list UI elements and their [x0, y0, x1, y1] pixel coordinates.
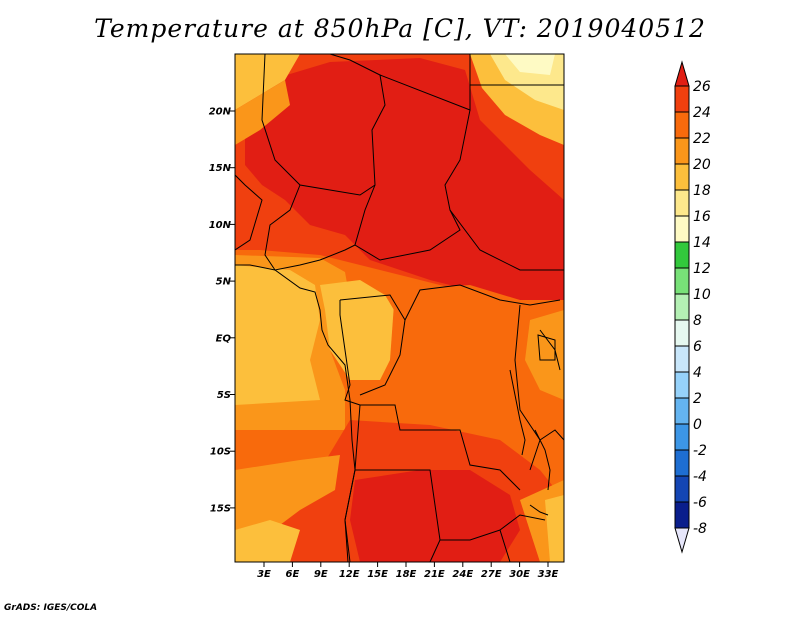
colorbar-label: 12	[693, 261, 711, 277]
lon-label: 33E	[538, 569, 559, 580]
field-26-north	[245, 58, 564, 300]
colorbar-swatch	[674, 371, 690, 399]
field-14-ne	[505, 54, 555, 75]
colorbar-label: 6	[693, 339, 702, 355]
colorbar-label: -2	[693, 443, 707, 459]
colorbar-label: 14	[693, 235, 711, 251]
lat-label: 15N	[209, 163, 232, 174]
lon-label: 21E	[424, 569, 445, 580]
country-borders	[235, 54, 564, 562]
colorbar-swatches	[674, 60, 690, 554]
colorbar-label: 0	[693, 417, 702, 433]
lon-label: 24E	[452, 569, 473, 580]
colorbar-label: 16	[693, 209, 711, 225]
colorbar-swatch	[674, 423, 690, 451]
lon-label: 18E	[396, 569, 417, 580]
colorbar-swatch	[674, 475, 690, 503]
coastline	[235, 264, 356, 562]
colorbar-label: 22	[693, 131, 711, 147]
field-18-gulf	[235, 265, 320, 405]
colorbar-swatch	[674, 189, 690, 217]
latitude-axis: 20N 15N 10N 5N EQ 5S 10S 15S	[209, 107, 235, 514]
colorbar-label: 24	[693, 105, 711, 121]
lon-label: 6E	[286, 569, 300, 580]
colorbar-swatch	[674, 215, 690, 243]
colorbar-label: 18	[693, 183, 711, 199]
colorbar-swatch	[674, 397, 690, 425]
field-26-south	[350, 470, 520, 562]
colorbar-swatch	[674, 449, 690, 477]
colorbar-swatch	[674, 111, 690, 139]
lat-label: 15S	[210, 503, 231, 514]
lat-label: 10N	[209, 220, 232, 231]
field-22-central	[390, 285, 545, 430]
colorbar-label: -8	[693, 521, 707, 537]
colorbar-swatch	[674, 319, 690, 347]
longitude-axis: 3E 6E 9E 12E 15E 18E 21E 24E 27E 30E 33E	[257, 562, 559, 580]
lat-label: 5N	[216, 277, 232, 288]
colorbar-label: -4	[693, 469, 707, 485]
colorbar-label: 2	[693, 391, 702, 407]
colorbar-swatch	[674, 241, 690, 269]
colorbar-swatch	[674, 501, 690, 529]
grads-credit: GrADS: IGES/COLA	[4, 603, 98, 613]
lon-label: 15E	[367, 569, 388, 580]
field-20-east	[525, 310, 564, 400]
lakes	[509, 334, 556, 516]
lat-label: 5S	[217, 390, 231, 401]
colorbar-swatch	[674, 85, 690, 113]
colorbar-label: 20	[693, 157, 711, 173]
colorbar-swatch	[674, 267, 690, 295]
lon-label: 30E	[509, 569, 530, 580]
lon-label: 27E	[481, 569, 502, 580]
lat-label: EQ	[216, 333, 232, 344]
colorbar-bottom-arrow	[674, 527, 690, 554]
map-frame	[234, 53, 565, 563]
lat-label: 10S	[210, 447, 231, 458]
colorbar-label: 4	[693, 365, 702, 381]
colorbar-swatch	[674, 345, 690, 373]
colorbar-label: -6	[693, 495, 707, 511]
colorbar-top-arrow	[674, 60, 690, 87]
colorbar-swatch	[674, 137, 690, 165]
field-18-sw	[235, 520, 300, 562]
lat-label: 20N	[209, 107, 232, 118]
map-title: Temperature at 850hPa [C], VT: 201904051…	[94, 14, 706, 43]
colorbar-swatch	[674, 163, 690, 191]
colorbar-swatch	[674, 293, 690, 321]
field-18-nw	[235, 54, 300, 110]
lon-label: 9E	[314, 569, 328, 580]
lon-label: 12E	[339, 569, 360, 580]
lon-label: 3E	[257, 569, 271, 580]
colorbar-label: 8	[693, 313, 702, 329]
colorbar-label: 26	[693, 79, 711, 95]
field-18-se	[545, 495, 564, 562]
colorbar-label: 10	[693, 287, 711, 303]
